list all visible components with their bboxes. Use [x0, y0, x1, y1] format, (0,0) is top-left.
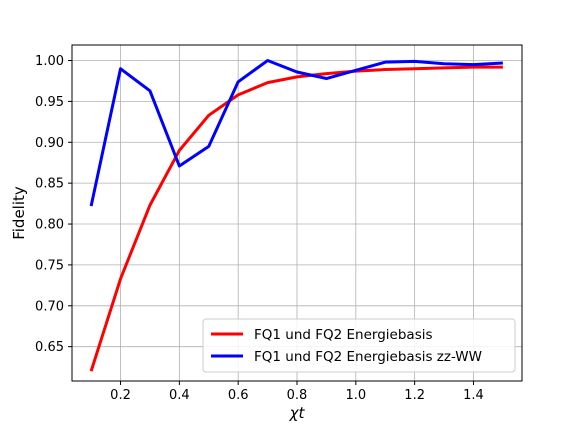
series-line-1 — [89, 65, 503, 372]
x-tick-label: 1.4 — [463, 388, 484, 403]
x-tick-label: 1.0 — [345, 388, 366, 403]
y-axis-title: Fidelity — [10, 186, 28, 240]
y-tick-label: 0.90 — [35, 136, 64, 151]
legend: FQ1 und FQ2 Energiebasis FQ1 und FQ2 Ener… — [202, 318, 516, 373]
y-axis-ticks: 0.65 0.70 0.75 0.80 0.85 0.90 0.95 1.00 — [35, 54, 72, 355]
legend-label-1: FQ1 und FQ2 Energiebasis — [254, 327, 433, 343]
y-tick-label: 0.65 — [35, 340, 64, 355]
series-line-2 — [89, 59, 503, 207]
x-tick-label: 0.2 — [110, 388, 131, 403]
x-tick-label: 0.6 — [228, 388, 249, 403]
y-tick-label: 0.95 — [35, 95, 64, 110]
legend-label-2: FQ1 und FQ2 Energiebasis zz-WW — [254, 349, 482, 365]
x-axis-ticks: 0.2 0.4 0.6 0.8 1.0 1.2 1.4 — [110, 381, 484, 403]
x-tick-label: 1.2 — [404, 388, 425, 403]
y-tick-label: 0.75 — [35, 258, 64, 273]
grid — [72, 45, 522, 381]
y-tick-label: 0.70 — [35, 299, 64, 314]
x-axis-title: χt — [289, 404, 306, 422]
series-layer — [89, 59, 503, 372]
x-tick-label: 0.4 — [169, 388, 190, 403]
y-tick-label: 0.85 — [35, 177, 64, 192]
legend-box — [202, 318, 516, 373]
y-tick-label: 1.00 — [35, 54, 64, 69]
x-tick-label: 0.8 — [287, 388, 308, 403]
y-tick-label: 0.80 — [35, 218, 64, 233]
